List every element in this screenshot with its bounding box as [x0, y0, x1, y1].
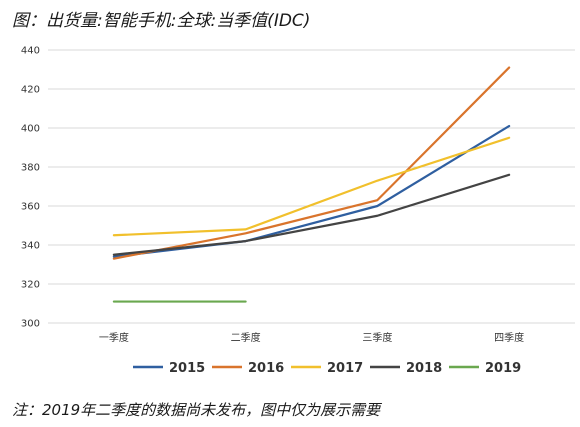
- y-tick-label: 400: [21, 124, 40, 135]
- legend-label-2019: 2019: [485, 361, 521, 376]
- legend-label-2017: 2017: [327, 361, 363, 376]
- x-tick-label: 三季度: [362, 331, 392, 344]
- chart-title: 图：出货量:智能手机:全球:当季值(IDC): [12, 11, 311, 31]
- x-tick-label: 四季度: [494, 331, 524, 344]
- y-tick-label: 420: [21, 85, 40, 96]
- series-lines: [112, 66, 511, 303]
- legend: 2015 2016 2017 2018 2019: [133, 361, 521, 376]
- series-line-2018: [112, 173, 511, 256]
- y-tick-label: 300: [21, 319, 40, 330]
- legend-label-2016: 2016: [248, 361, 284, 376]
- gridlines: [48, 49, 575, 324]
- y-tick-label: 440: [21, 46, 40, 57]
- y-axis-ticks: 300 320 340 360 380 400 420 440: [21, 46, 40, 330]
- x-tick-label: 二季度: [231, 331, 261, 344]
- series-line-2016: [112, 66, 511, 260]
- legend-label-2015: 2015: [169, 361, 205, 376]
- series-line-2017: [112, 136, 511, 237]
- series-line-2015: [112, 124, 511, 258]
- x-tick-label: 一季度: [99, 331, 129, 344]
- y-tick-label: 320: [21, 280, 40, 291]
- legend-label-2018: 2018: [406, 361, 442, 376]
- y-tick-label: 380: [21, 163, 40, 174]
- y-tick-label: 360: [21, 202, 40, 213]
- x-axis-ticks: 一季度 二季度 三季度 四季度: [99, 331, 524, 344]
- y-tick-label: 340: [21, 241, 40, 252]
- footnote: 注：2019年二季度的数据尚未发布，图中仅为展示需要: [12, 401, 381, 419]
